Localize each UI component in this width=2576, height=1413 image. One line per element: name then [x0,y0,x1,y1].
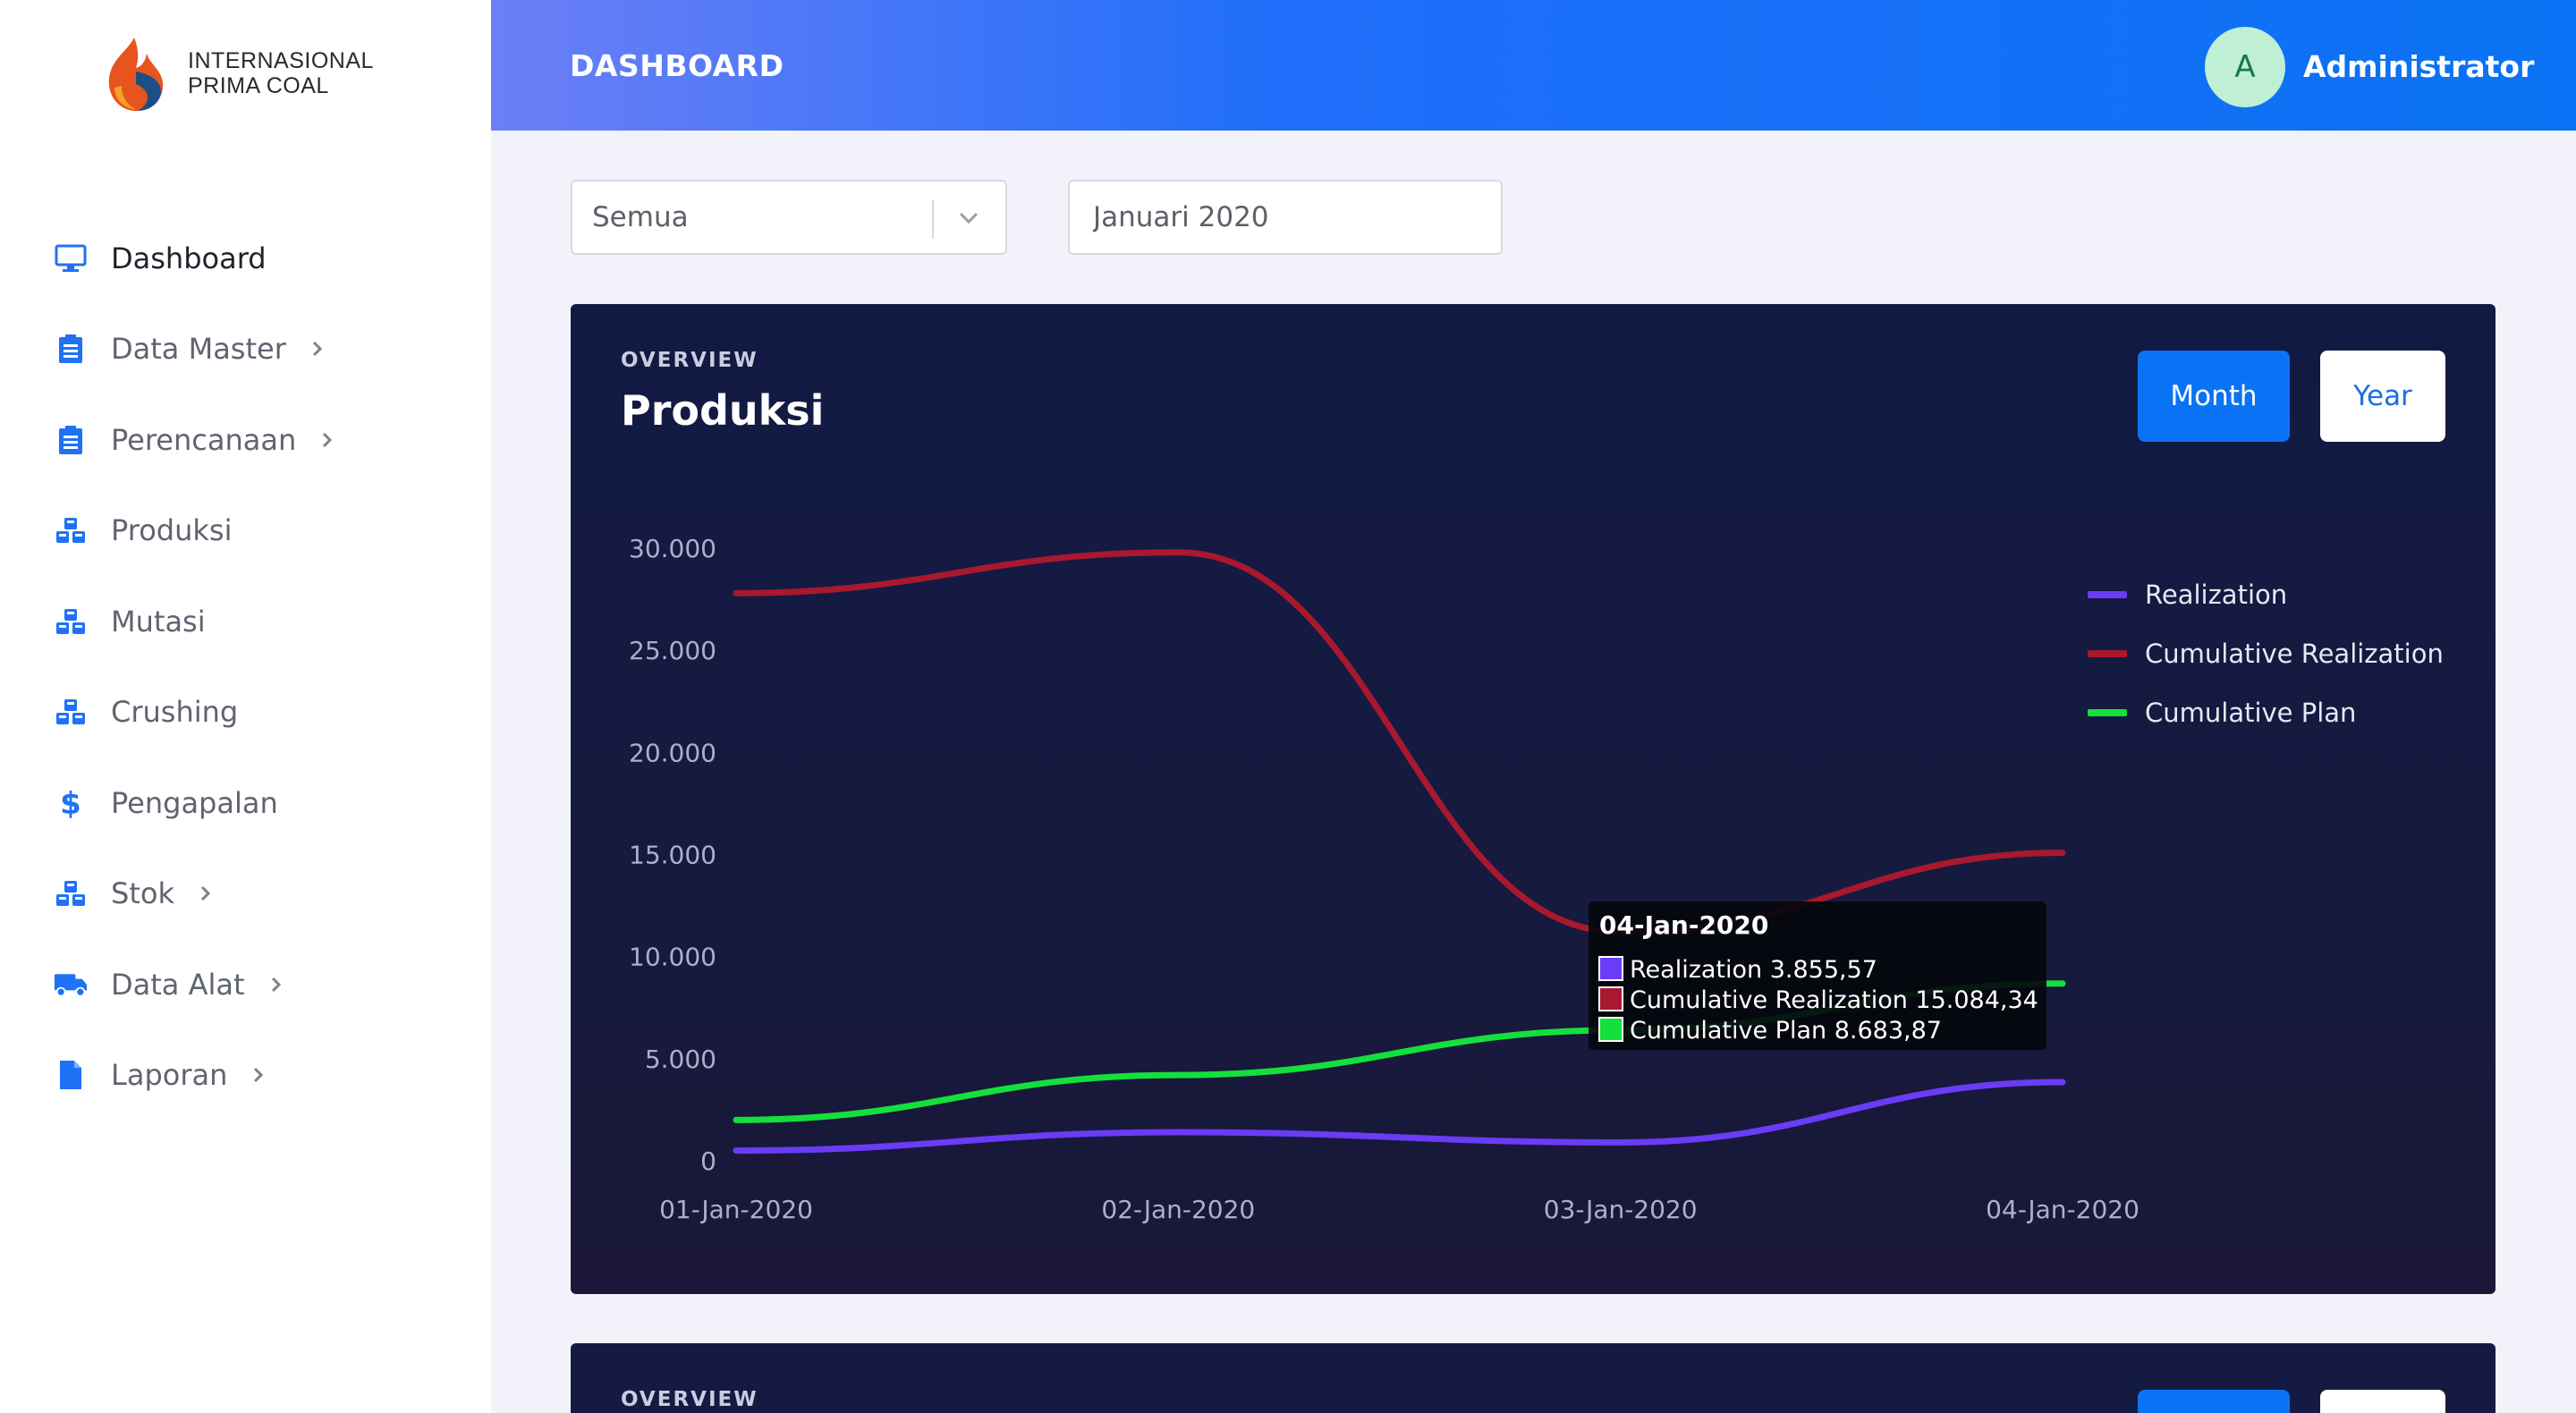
y-tick-label: 15.000 [629,841,716,870]
brand-logo[interactable]: INTERNASIONAL PRIMA COAL [100,32,374,114]
flame-logo-icon [108,38,164,111]
sidebar-item-produksi[interactable]: Produksi [0,486,491,577]
y-tick-label: 25.000 [629,636,716,665]
truck-icon [54,968,88,1002]
tooltip-line: Cumulative Realization 15.084,34 [1630,986,2038,1014]
cumulative-realization-line [733,549,2066,935]
brand-line-2: PRIMA COAL [188,73,329,98]
year-button-2[interactable] [2320,1390,2445,1413]
sidebar-item-stok[interactable]: Stok [0,849,491,940]
x-tick-label: 03-Jan-2020 [1544,1195,1698,1224]
tooltip-line: Cumulative Plan 8.683,87 [1630,1017,1942,1045]
sidebar-item-label: Stok [111,876,174,911]
chevron-right-icon [254,1068,264,1083]
cubes-icon [54,876,88,910]
second-overview-card: OVERVIEW [571,1343,2496,1413]
sidebar-item-label: Laporan [111,1058,228,1093]
site-select-value: Semua [592,201,689,233]
y-tick-label: 5.000 [645,1045,716,1074]
tooltip-line: Realization 3.855,57 [1630,956,1877,984]
sidebar-item-data-alat[interactable]: Data Alat [0,939,491,1030]
sidebar-item-label: Dashboard [111,241,267,275]
realization-legend-swatch [2088,591,2127,598]
tooltip-title: 04-Jan-2020 [1599,910,1768,940]
period-input[interactable] [1068,180,1503,255]
sidebar-item-dashboard[interactable]: Dashboard [0,213,491,304]
x-tick-label: 02-Jan-2020 [1101,1195,1255,1224]
select-divider [932,199,934,239]
realization-line [733,1079,2066,1155]
y-tick-label: 20.000 [629,738,716,767]
cumulative-realization-legend-swatch [2088,650,2127,657]
chevron-right-icon [323,432,333,447]
x-tick-label: 04-Jan-2020 [1986,1195,2140,1224]
sidebar-item-pengapalan[interactable]: $ Pengapalan [0,757,491,849]
production-card: OVERVIEW Produksi Month Year 0 5.000 10.00… [571,304,2496,1294]
site-select[interactable]: Semua [571,180,1007,255]
y-tick-label: 10.000 [629,943,716,972]
sidebar-item-label: Perencanaan [111,422,297,457]
year-button[interactable]: Year [2320,351,2445,442]
y-tick-label: 0 [700,1146,716,1176]
clipboard-icon [54,423,88,457]
cumulative-realization-legend-label: Cumulative Realization [2145,639,2444,669]
realization-legend-label: Realization [2145,580,2287,610]
brand-line-1: INTERNASIONAL [188,48,374,73]
x-tick-label: 01-Jan-2020 [659,1195,813,1224]
chevron-right-icon [312,342,322,357]
sidebar-item-perencanaan[interactable]: Perencanaan [0,394,491,486]
chevron-right-icon [200,886,211,901]
chevron-down-icon[interactable] [955,205,982,232]
card-overline: OVERVIEW [621,1388,758,1411]
dollar-icon: $ [54,786,88,820]
cumulative-plan-legend-swatch [2088,709,2127,716]
sidebar-item-label: Mutasi [111,604,206,639]
y-tick-label: 30.000 [629,534,716,563]
sidebar-item-label: Produksi [111,513,233,548]
sidebar-item-label: Crushing [111,695,239,730]
tooltip-swatch [1598,1017,1623,1042]
avatar[interactable]: A [2205,27,2285,107]
card-title: Produksi [621,386,825,435]
cubes-icon [54,513,88,547]
svg-text:$: $ [60,787,81,819]
monitor-icon [54,241,88,275]
top-header: DASHBOARD A Administrator [491,0,2576,131]
sidebar-item-label: Data Alat [111,967,245,1002]
sidebar: INTERNASIONAL PRIMA COAL Dashboard Data … [0,0,491,1413]
sidebar-item-label: Pengapalan [111,785,278,820]
file-icon [54,1058,88,1092]
cubes-icon [54,605,88,639]
tooltip-swatch [1598,956,1623,981]
tooltip-box [1589,901,2046,1050]
brand-name: INTERNASIONAL PRIMA COAL [188,48,374,98]
sidebar-item-label: Data Master [111,332,286,367]
cumulative-plan-legend-label: Cumulative Plan [2145,698,2356,728]
production-line-chart: 0 5.000 10.000 15.000 20.000 25.000 30.000 01-… [629,534,2444,1224]
card-overline: OVERVIEW [621,349,758,372]
sidebar-item-mutasi[interactable]: Mutasi [0,576,491,667]
month-button-2[interactable] [2138,1390,2290,1413]
tooltip-swatch [1598,986,1623,1011]
sidebar-nav: Dashboard Data Master Perencanaan Produk… [0,213,491,1121]
chevron-right-icon [271,977,281,992]
sidebar-item-laporan[interactable]: Laporan [0,1030,491,1121]
sidebar-item-crushing[interactable]: Crushing [0,667,491,758]
clipboard-icon [54,332,88,366]
page-title: DASHBOARD [570,48,784,83]
month-button[interactable]: Month [2138,351,2290,442]
cubes-icon [54,695,88,729]
user-name[interactable]: Administrator [2303,49,2535,84]
sidebar-item-data-master[interactable]: Data Master [0,304,491,395]
